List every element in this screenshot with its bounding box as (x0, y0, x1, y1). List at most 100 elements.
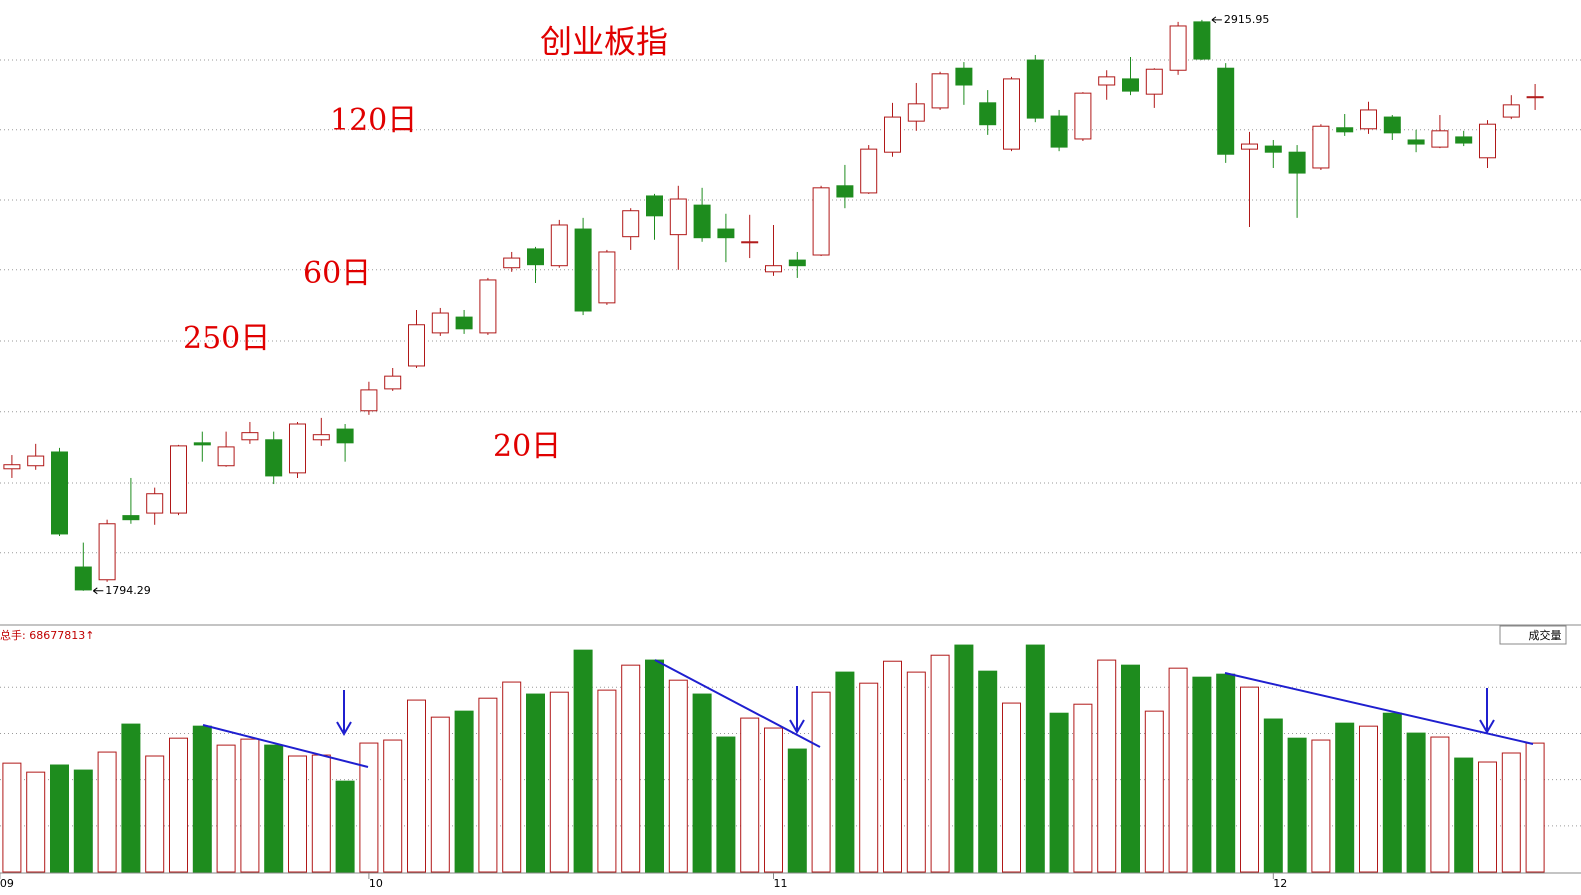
volume-bar (383, 739, 403, 873)
volume-label: 总手: 68677813↑ (0, 628, 94, 642)
candle-body (812, 187, 830, 256)
volume-bar (668, 679, 688, 873)
extreme-label: 2915.95 (1224, 13, 1270, 26)
volume-bar (288, 755, 307, 873)
volume-bar (430, 716, 450, 873)
candle-body (1407, 139, 1425, 145)
candle-body (1502, 104, 1520, 118)
candle-body (217, 446, 235, 467)
candle-body (836, 185, 854, 198)
trend-line (202, 724, 369, 768)
volume-bar (883, 660, 902, 873)
candle-body (1098, 76, 1116, 86)
arrow (789, 686, 805, 734)
candle-body (1074, 92, 1092, 140)
volume-bar (1501, 752, 1521, 873)
volume-bar (1216, 673, 1236, 873)
volume-bar (216, 744, 236, 873)
x-tick-label: 12 (1273, 877, 1287, 890)
volume-bar (526, 693, 545, 873)
volume-bar (478, 697, 498, 873)
volume-bar (121, 723, 141, 873)
candle-body (907, 103, 925, 122)
candle-body (550, 224, 568, 267)
candle-body (860, 148, 878, 194)
trend-line (654, 659, 821, 748)
volume-button-label[interactable]: 成交量 (1529, 628, 1562, 642)
candle-body (146, 493, 164, 514)
candle-body (884, 116, 901, 153)
candle-body (1145, 68, 1163, 95)
candle-body (384, 375, 402, 390)
candle-body (979, 102, 997, 126)
candle-body (1193, 21, 1211, 60)
candle-body (431, 312, 449, 334)
volume-bar (311, 754, 331, 873)
volume-bar (50, 764, 69, 873)
candle-body (1050, 115, 1068, 148)
volume-bar (764, 727, 783, 873)
volume-bar (502, 681, 522, 873)
candle-body (1312, 125, 1330, 169)
volume-bar (359, 742, 379, 873)
volume-bar (930, 654, 950, 873)
candle-body (1479, 123, 1496, 159)
volume-bar (1454, 757, 1474, 873)
volume-bar (97, 751, 117, 873)
candle-body (1122, 78, 1139, 92)
x-tick-label: 11 (774, 877, 788, 890)
candle-body (193, 442, 211, 446)
extreme-arrow (1211, 16, 1222, 24)
volume-bar (454, 710, 474, 873)
volume-bar (192, 725, 212, 873)
ma-label: 250日 (183, 321, 270, 356)
candle-body (574, 228, 592, 312)
trend-annotations (202, 659, 1534, 768)
volume-bar (145, 755, 165, 873)
volume-bar (1478, 761, 1497, 873)
volume-button[interactable] (1499, 625, 1567, 645)
candle-body (693, 204, 711, 239)
candle-body (3, 464, 21, 470)
volume-bar (716, 736, 736, 873)
volume-bar (1263, 718, 1283, 873)
volume-bar (954, 644, 974, 873)
volume-bar (835, 671, 855, 873)
x-tick-label: 10 (369, 877, 383, 890)
volume-bar (573, 649, 593, 873)
volume-bar (169, 737, 188, 873)
volume-layer (2, 644, 1545, 873)
volume-bar (1192, 676, 1212, 873)
candle-body (622, 210, 640, 238)
volume-bar (621, 664, 641, 873)
trend-line (1224, 672, 1534, 745)
arrow (1479, 688, 1495, 734)
candle-body (265, 439, 283, 477)
volume-bar (549, 691, 569, 873)
candle-body (122, 515, 140, 521)
volume-bar (978, 670, 998, 873)
candle-body (931, 73, 949, 109)
label-layer: 09 10 11 12 120日 60日 250日 20日 2915.95 1794.29 (0, 13, 1287, 890)
ma-label: 60日 (303, 256, 371, 291)
volume-bar (2, 762, 22, 873)
volume-bar (1025, 644, 1045, 873)
volume-bar (597, 689, 617, 873)
candle-body (1455, 136, 1473, 144)
volume-bar (1144, 710, 1164, 873)
volume-bar (1525, 742, 1545, 873)
volume-bar (811, 691, 831, 873)
candle-body (170, 445, 187, 514)
candle-body (241, 432, 259, 441)
candle-body (1383, 116, 1401, 134)
volume-bar (1359, 725, 1378, 873)
volume-bar (407, 699, 426, 873)
volume-bar (1406, 732, 1426, 873)
arrow (336, 690, 352, 736)
candle-body (1003, 78, 1020, 150)
ma-label: 120日 (330, 103, 417, 138)
candle-body (717, 228, 735, 239)
volume-bar (740, 717, 760, 873)
candle-body (1169, 25, 1187, 71)
